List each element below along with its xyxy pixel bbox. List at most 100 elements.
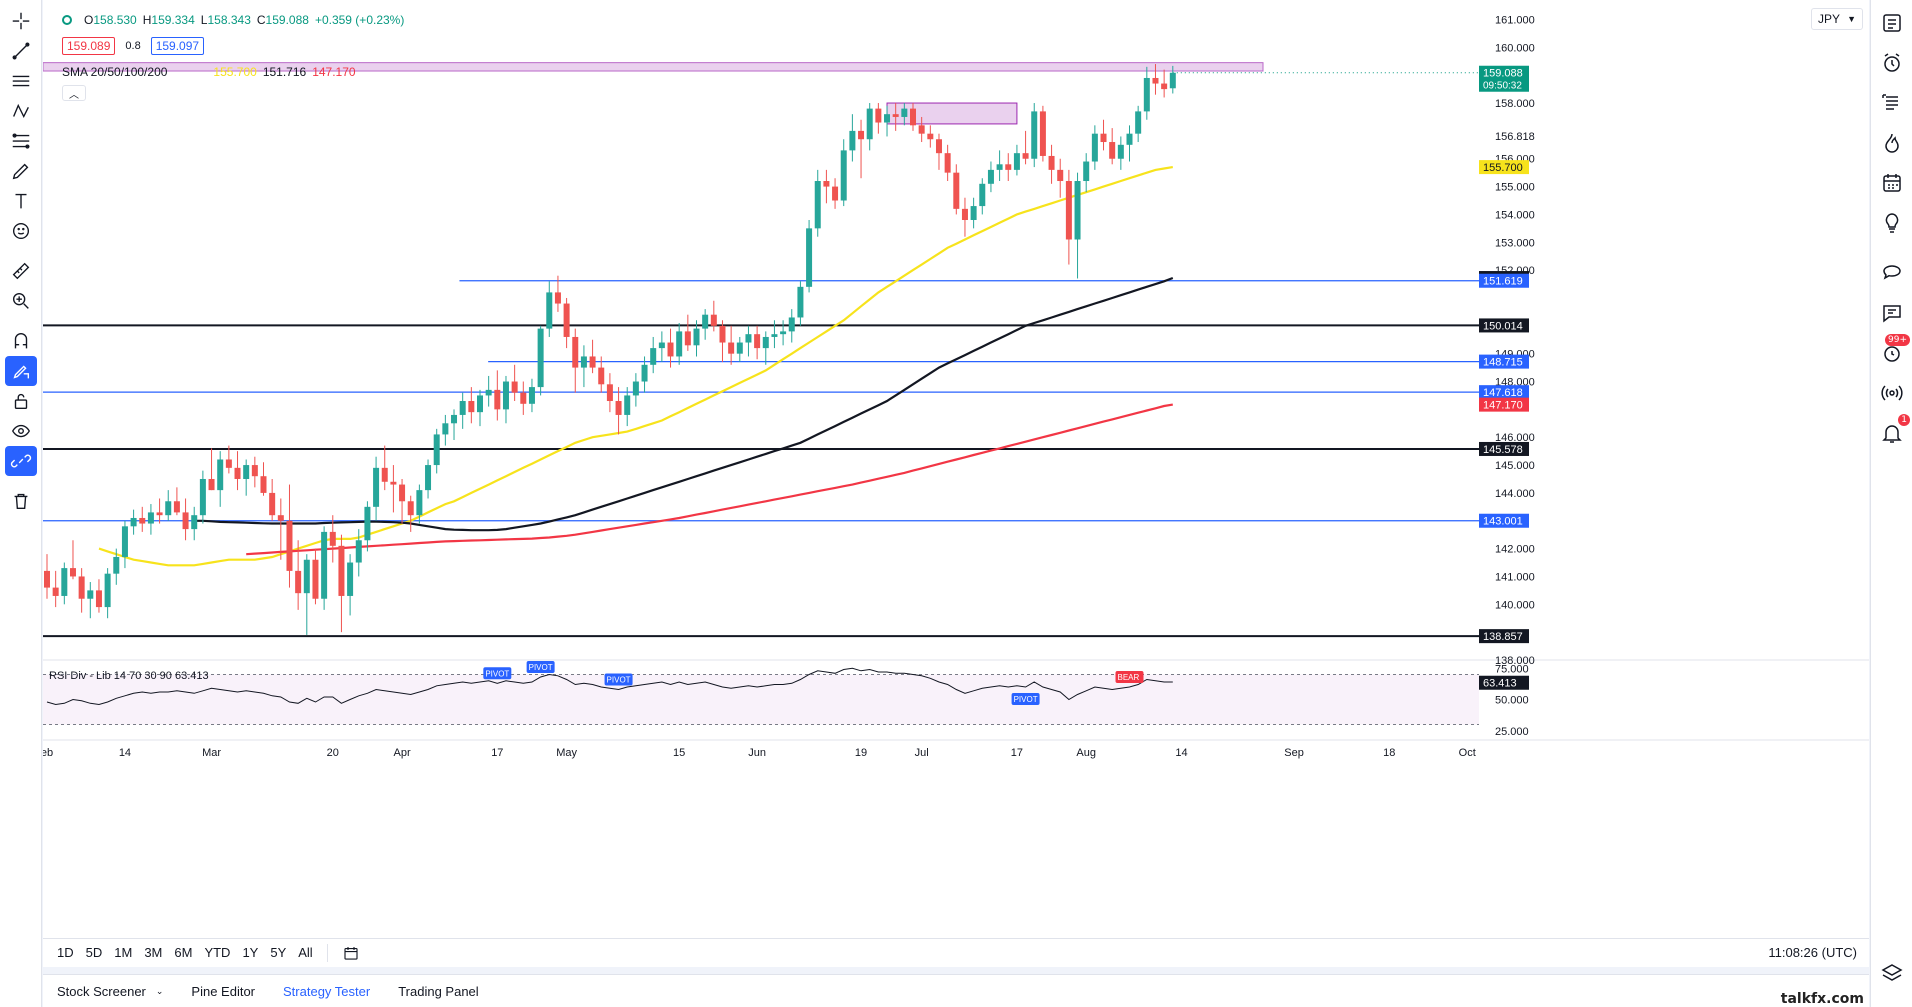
x-tick-label: 14	[1175, 747, 1187, 759]
rsi-tick-label: 25.000	[1495, 726, 1529, 738]
y-tick-label: 141.000	[1495, 571, 1535, 583]
candle-body	[901, 108, 908, 117]
sma-indicator-legend[interactable]: SMA 20/50/100/200 155.700 151.716 147.17…	[62, 62, 404, 82]
tf-5d[interactable]: 5D	[85, 945, 103, 960]
candle-body	[251, 465, 258, 477]
buy-button[interactable]: 159.097	[150, 37, 205, 55]
y-tick-label: 153.000	[1495, 237, 1535, 249]
magnet-icon[interactable]	[5, 326, 37, 356]
watchlist-icon[interactable]	[1876, 6, 1908, 40]
tf-all[interactable]: All	[298, 945, 313, 960]
candle-body	[1152, 77, 1159, 84]
emoji-icon[interactable]	[5, 216, 37, 246]
fib-retracement-icon[interactable]	[5, 126, 37, 156]
candle-body	[615, 401, 622, 415]
price-label: 159.088	[1483, 68, 1523, 80]
tab-label: Pine Editor	[191, 983, 256, 999]
rsi-signal-label: BEAR	[1118, 673, 1140, 682]
tf-6m[interactable]: 6M	[174, 945, 193, 960]
currency-dropdown[interactable]: JPY ▼	[1811, 8, 1863, 30]
layers-icon[interactable]	[1876, 956, 1908, 990]
tf-1d[interactable]: 1D	[57, 945, 74, 960]
candle-body	[702, 314, 709, 329]
low-group: L158.343	[201, 13, 251, 27]
candle-body	[572, 336, 579, 368]
candle-body	[771, 334, 778, 337]
candle-body	[979, 183, 986, 207]
broadcast-icon[interactable]	[1876, 376, 1908, 410]
candle-body	[199, 478, 206, 516]
candle-body	[442, 423, 449, 435]
tab-strategy-tester[interactable]: Strategy Tester	[269, 975, 384, 1007]
link-icon[interactable]	[5, 446, 37, 476]
price-label-bg	[1479, 354, 1529, 369]
tab-trading-panel[interactable]: Trading Panel	[384, 975, 492, 1007]
candle-body	[537, 328, 544, 388]
y-tick-label: 142.000	[1495, 544, 1535, 556]
candle-body	[970, 206, 977, 220]
candle-body	[927, 133, 934, 140]
tf-5y[interactable]: 5Y	[270, 945, 287, 960]
high-label: H	[142, 13, 152, 27]
price-chart-canvas[interactable]: 161.000160.000158.000156.818156.000155.0…	[43, 0, 1869, 938]
alarm-clock-icon[interactable]	[1876, 46, 1908, 80]
notifications-icon[interactable]: 99+	[1876, 334, 1910, 370]
rsi-line	[46, 667, 1173, 706]
stay-in-drawing-mode-icon[interactable]	[5, 356, 37, 386]
ruler-icon[interactable]	[5, 256, 37, 286]
chats-icon[interactable]	[1876, 296, 1908, 330]
candle-body	[1143, 77, 1150, 112]
x-tick-label: 20	[327, 747, 339, 759]
tf-3m[interactable]: 3M	[144, 945, 163, 960]
goto-date-icon[interactable]	[336, 941, 366, 965]
candle-body	[390, 481, 397, 485]
sell-button[interactable]: 159.089	[62, 37, 116, 55]
ohlc-row: O158.530 H159.334 L158.343 C159.088 +0.3…	[62, 10, 404, 30]
sma-100-value: 151.716	[262, 65, 307, 79]
trash-icon[interactable]	[5, 486, 37, 516]
alert-count-badge: 1	[1898, 414, 1910, 426]
candle-body	[104, 573, 111, 608]
data-window-icon[interactable]	[1876, 86, 1908, 120]
chart-pane[interactable]: 161.000 160.000 158.000 156.818 156.000 155.0…	[43, 0, 1869, 967]
tab-pine-editor[interactable]: Pine Editor	[177, 975, 269, 1007]
utc-clock[interactable]: 11:08:26 (UTC)	[1768, 945, 1857, 960]
candle-body	[78, 576, 85, 599]
pattern-icon[interactable]	[5, 96, 37, 126]
zoom-in-icon[interactable]	[5, 286, 37, 316]
tab-label: Strategy Tester	[283, 983, 371, 999]
y-tick-label: 156.818	[1495, 131, 1535, 143]
horizontal-lines-icon[interactable]	[5, 66, 37, 96]
candle-body	[736, 342, 743, 354]
crosshair-icon[interactable]	[5, 6, 37, 36]
tf-1y[interactable]: 1Y	[242, 945, 259, 960]
currency-label: JPY	[1818, 12, 1841, 26]
price-label-bg	[1479, 385, 1529, 400]
calendar-icon[interactable]	[1876, 166, 1908, 200]
candle-body	[823, 181, 830, 187]
candle-body	[520, 392, 527, 404]
price-label: 145.578	[1483, 444, 1523, 456]
trend-line-icon[interactable]	[5, 36, 37, 66]
streams-icon[interactable]	[1876, 256, 1908, 290]
rsi-signal-label: PIVOT	[485, 669, 509, 678]
brush-icon[interactable]	[5, 156, 37, 186]
alerts-bell-icon[interactable]: 1	[1876, 414, 1910, 450]
lock-icon[interactable]	[5, 386, 37, 416]
candle-body	[147, 512, 154, 524]
tab-label: Stock Screener	[57, 983, 146, 999]
ideas-lightbulb-icon[interactable]	[1876, 206, 1908, 240]
price-label: 147.618	[1483, 387, 1523, 399]
tf-1m[interactable]: 1M	[114, 945, 133, 960]
collapse-legend-button[interactable]: ︿	[62, 85, 86, 101]
text-tool-icon[interactable]	[5, 186, 37, 216]
tf-ytd[interactable]: YTD	[204, 945, 231, 960]
x-tick-label: eb	[43, 747, 53, 759]
eye-icon[interactable]	[5, 416, 37, 446]
candle-body	[61, 568, 68, 596]
rsi-value-label: 63.413	[1483, 678, 1517, 690]
candle-body	[329, 531, 336, 546]
tab-stock-screener[interactable]: Stock Screener ⌄	[43, 975, 177, 1007]
x-tick-label: Sep	[1284, 747, 1304, 759]
hotlists-icon[interactable]	[1876, 126, 1908, 160]
